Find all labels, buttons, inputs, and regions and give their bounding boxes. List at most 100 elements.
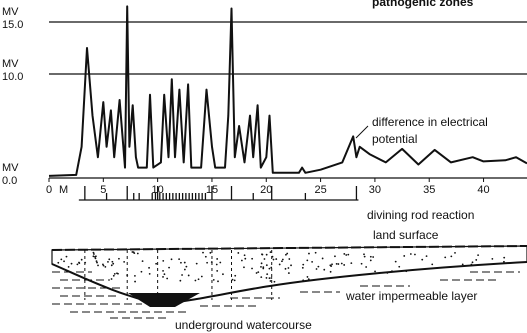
soil-dot — [317, 265, 320, 268]
layer-label: water impermeable layer — [345, 289, 477, 303]
section — [51, 245, 527, 319]
soil-dot — [197, 278, 200, 281]
soil-dot — [269, 251, 272, 254]
soil-dot — [233, 279, 236, 282]
soil-dot — [265, 253, 268, 256]
soil-dot — [331, 263, 333, 266]
soil-dot — [286, 252, 289, 255]
soil-dot — [262, 267, 265, 270]
soil-dot — [162, 269, 164, 272]
soil-dot — [148, 266, 150, 269]
rod-label: divining rod reaction — [367, 208, 474, 222]
x-tick-label: 25 — [314, 184, 326, 196]
soil-dot — [237, 252, 240, 254]
soil-dot — [92, 255, 95, 258]
x-tick-label: 30 — [369, 184, 381, 196]
soil-dot — [251, 257, 254, 260]
soil-dot — [216, 258, 219, 260]
soil-dot — [94, 257, 97, 260]
soil-dot — [57, 261, 60, 264]
soil-dot — [96, 261, 98, 264]
soil-dot — [269, 280, 272, 282]
soil-dot — [281, 258, 284, 261]
y-tick-label: 0.0 — [2, 175, 17, 187]
soil-dot — [244, 257, 247, 260]
soil-dot — [329, 270, 332, 273]
soil-dot — [475, 259, 478, 261]
soil-dot — [454, 251, 456, 254]
soil-dot — [148, 272, 151, 275]
soil-dot — [202, 251, 204, 254]
x-tick-label: 40 — [477, 184, 489, 196]
soil-dot — [179, 279, 182, 282]
soil-dot — [278, 263, 281, 266]
soil-dot — [306, 259, 309, 262]
soil-dot — [414, 253, 416, 256]
y-unit: MV — [2, 6, 19, 18]
soil-dot — [311, 261, 314, 263]
soil-dot — [112, 262, 115, 265]
soil-dot — [141, 260, 144, 263]
x-tick-label: 35 — [423, 184, 435, 196]
soil-dot — [431, 263, 434, 266]
soil-dot — [67, 266, 70, 268]
soil-dot — [107, 260, 109, 263]
soil-dot — [284, 267, 287, 270]
soil-dot — [163, 273, 166, 276]
soil-dot — [394, 260, 397, 263]
soil-dot — [260, 276, 263, 279]
soil-dot — [243, 266, 245, 269]
soil-dot — [155, 262, 158, 265]
soil-dot — [314, 251, 317, 254]
x-tick-label: 0 — [46, 184, 52, 196]
soil-dot — [266, 273, 269, 276]
soil-dot — [216, 270, 219, 272]
soil-dot — [134, 280, 136, 283]
soil-dot — [405, 270, 408, 273]
soil-dot — [391, 270, 393, 273]
soil-dot — [374, 270, 376, 273]
y-unit: MV — [2, 162, 19, 174]
soil-dot — [112, 274, 115, 277]
soil-dot — [263, 258, 266, 260]
soil-dot — [450, 255, 453, 258]
potential-line — [48, 5, 527, 177]
soil-dot — [162, 259, 165, 262]
soil-dot — [118, 257, 120, 260]
soil-dot — [183, 268, 186, 271]
soil-dot — [178, 258, 181, 261]
soil-dot — [217, 280, 219, 283]
land-surface-line — [51, 245, 527, 251]
soil-dot — [215, 263, 218, 266]
soil-dot — [60, 258, 63, 261]
soil-dot — [360, 262, 363, 265]
soil-dot — [170, 258, 173, 261]
soil-dot — [268, 267, 271, 270]
soil-dot — [470, 263, 473, 266]
soil-dot — [340, 262, 343, 265]
x-tick-label: 5 — [100, 184, 106, 196]
soil-dot — [212, 279, 215, 281]
soil-dot — [168, 266, 170, 269]
x-tick-label: 20 — [260, 184, 272, 196]
soil-dot — [444, 256, 447, 259]
soil-dot — [181, 274, 183, 276]
soil-dot — [374, 272, 377, 275]
soil-dot — [503, 260, 505, 263]
soil-dot — [116, 272, 118, 275]
soil-dot — [92, 251, 95, 254]
soil-dot — [461, 263, 464, 266]
soil-dot — [386, 272, 389, 274]
soil-dot — [491, 257, 494, 260]
annotation: potential — [372, 132, 417, 146]
soil-dot — [270, 266, 273, 269]
soil-dot — [93, 253, 95, 255]
soil-dot — [334, 255, 336, 258]
soil-dot — [78, 261, 80, 264]
soil-dot — [268, 277, 271, 280]
y-unit: MV — [2, 58, 19, 70]
soil-dot — [306, 276, 309, 278]
soil-dot — [471, 261, 474, 264]
soil-dot — [102, 264, 105, 267]
